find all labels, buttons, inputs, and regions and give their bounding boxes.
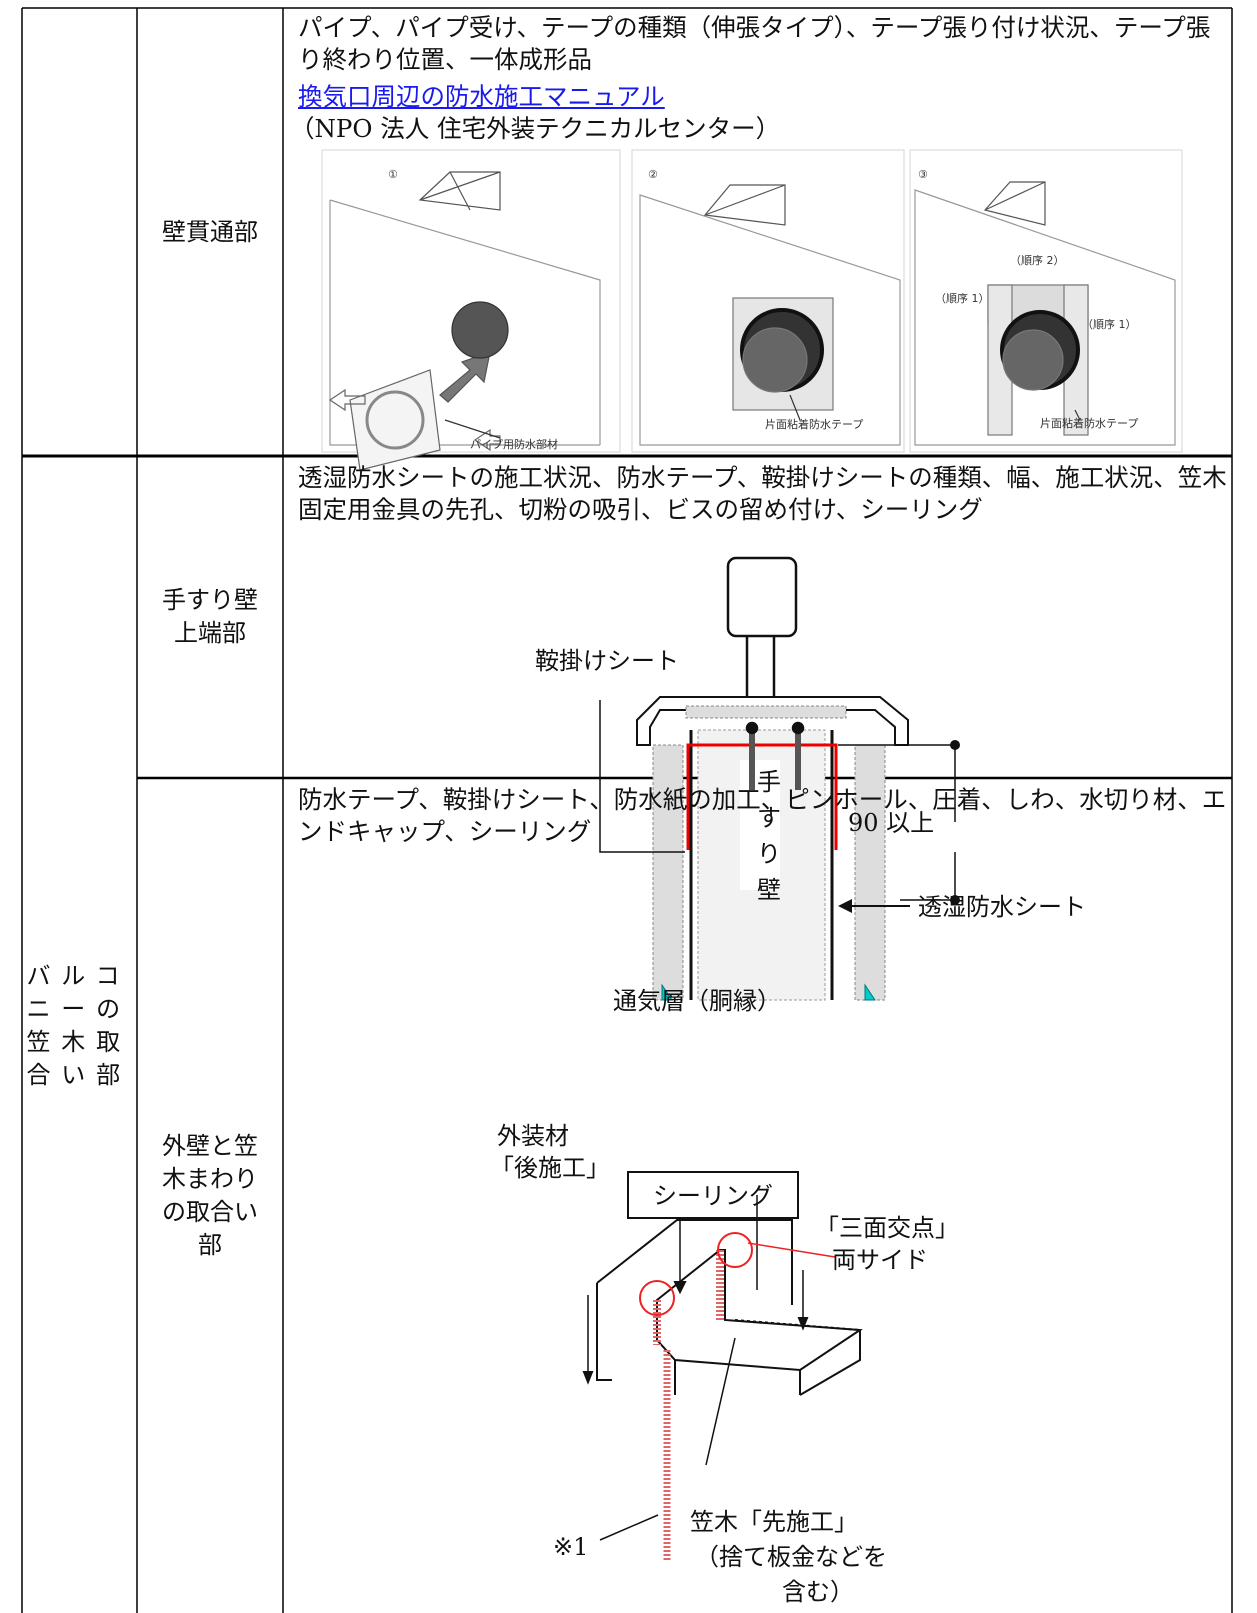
item-label: 手すり壁上端部 bbox=[162, 586, 258, 647]
figure-label: ※1 bbox=[553, 1533, 588, 1561]
item-label: 外壁と笠木まわりの取合い部 bbox=[162, 1131, 258, 1259]
figure-label: 「三面交点」 bbox=[815, 1214, 959, 1242]
figure-label: す bbox=[757, 804, 781, 832]
pipe-figure bbox=[321, 149, 1183, 471]
step-number: ② bbox=[648, 168, 658, 181]
figure-label: 壁 bbox=[757, 876, 781, 904]
description: 透湿防水シートの施工状況、防水テープ、鞍掛けシートの種類、幅、施工状況、笠木固定… bbox=[298, 463, 1227, 524]
item-cell: 壁貫通部 bbox=[137, 8, 283, 456]
figure-label: （捨て板金などを bbox=[695, 1543, 887, 1571]
item-cell: 外壁と笠木まわりの取合い部 bbox=[137, 778, 283, 1613]
step-number: ① bbox=[388, 168, 398, 181]
figure-label: （順序 1） bbox=[1082, 318, 1137, 331]
parapet-figure bbox=[599, 556, 960, 1001]
figure-label: 外装材 bbox=[497, 1122, 569, 1150]
source: （NPO 法人 住宅外装テクニカルセンター） bbox=[290, 114, 781, 143]
figure-label: 片面粘着防水テープ bbox=[1040, 416, 1138, 430]
figure-label: 片面粘着防水テープ bbox=[765, 417, 863, 431]
coping-figure bbox=[582, 1171, 863, 1560]
figure-label: シーリング bbox=[653, 1182, 773, 1210]
step-number: ③ bbox=[918, 168, 928, 181]
figure-label: （順序 2） bbox=[1010, 254, 1065, 267]
figure-label: （順序 1） bbox=[935, 292, 990, 305]
figure-label: 両サイド bbox=[832, 1246, 928, 1274]
figure-label: 笠木「先施工」 bbox=[690, 1508, 858, 1536]
figure-label: 「後施工」 bbox=[490, 1154, 610, 1182]
figure-label: 90 以上 bbox=[848, 809, 934, 837]
description: 防水テープ、鞍掛けシート、防水紙の加工、ピンホール、圧着、しわ、水切り材、エンド… bbox=[298, 785, 1227, 846]
table-borders bbox=[21, 7, 1233, 1613]
group-label: バルコニーの笠木取合い部 bbox=[26, 962, 131, 1089]
group-cell: バルコニーの笠木取合い部 bbox=[22, 456, 137, 1596]
figure-label: り bbox=[757, 840, 781, 868]
figure-label: 含む） bbox=[782, 1578, 854, 1606]
manual-link[interactable]: 換気口周辺の防水施工マニュアル bbox=[298, 82, 665, 111]
figure-label: 手 bbox=[757, 768, 781, 796]
figure-label: 通気層（胴縁） bbox=[613, 987, 781, 1015]
item-label: 壁貫通部 bbox=[162, 217, 258, 246]
figure-label: 透湿防水シート bbox=[918, 893, 1086, 921]
figure-label: 鞍掛けシート bbox=[535, 647, 679, 675]
description: パイプ、パイプ受け、テープの種類（伸張タイプ）、テープ張り付け状況、テープ張り終… bbox=[298, 13, 1211, 74]
figure-label: パイプ用防水部材 bbox=[470, 437, 558, 451]
item-cell: 手すり壁上端部 bbox=[137, 456, 283, 778]
